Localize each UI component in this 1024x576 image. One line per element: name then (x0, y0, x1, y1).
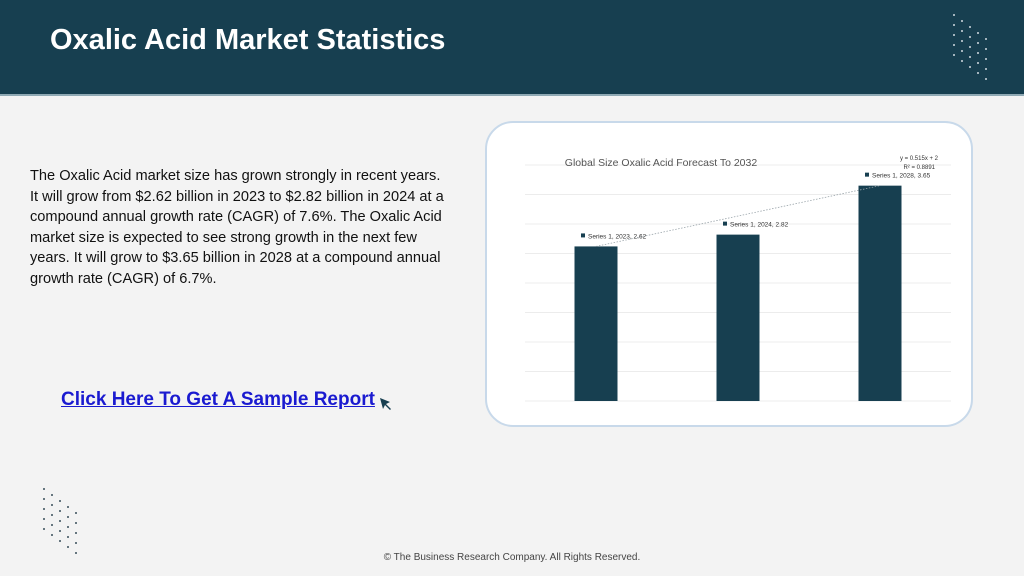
decorative-dots-icon (43, 488, 77, 554)
chart-trendline (595, 185, 881, 247)
trendline (595, 185, 881, 247)
data-label-2024: Series 1, 2024, 2.82 (723, 221, 789, 229)
page-title: Oxalic Acid Market Statistics (50, 24, 446, 56)
bar-2028 (858, 185, 902, 401)
chart-data-labels: Series 1, 2023, 2.62 Series 1, 2024, 2.82… (581, 172, 931, 240)
trendline-r-squared: R² = 0.8891 (903, 165, 935, 171)
decorative-dots-icon (953, 14, 987, 80)
trendline-equation: y = 0.515x + 2 (900, 156, 939, 162)
market-description: The Oxalic Acid market size has grown st… (30, 168, 444, 287)
sample-report-link[interactable]: Click Here To Get A Sample Report (61, 389, 375, 410)
data-label-text: Series 1, 2024, 2.82 (730, 222, 789, 229)
footer-copyright: © The Business Research Company. All Rig… (383, 552, 641, 563)
data-label-text: Series 1, 2028, 3.65 (872, 173, 931, 180)
label-marker-icon (723, 221, 727, 226)
bar-2024 (716, 234, 760, 401)
header-bar: Oxalic Acid Market Statistics (0, 0, 1024, 96)
chart-title: Global Size Oxalic Acid Forecast To 2032 (565, 157, 758, 169)
bar-chart: Series 1, 2023, 2.62 Series 1, 2024, 2.82… (525, 156, 951, 402)
data-label-2023: Series 1, 2023, 2.62 (581, 233, 647, 240)
chart-bars (574, 185, 902, 401)
data-label-2028: Series 1, 2028, 3.65 (865, 172, 931, 180)
bar-2023 (574, 246, 618, 401)
label-marker-icon (581, 233, 585, 238)
label-marker-icon (865, 172, 869, 177)
cursor-arrow-icon (380, 398, 391, 410)
chart-card: Series 1, 2023, 2.62 Series 1, 2024, 2.82… (485, 121, 973, 427)
data-label-text: Series 1, 2023, 2.62 (588, 233, 647, 240)
